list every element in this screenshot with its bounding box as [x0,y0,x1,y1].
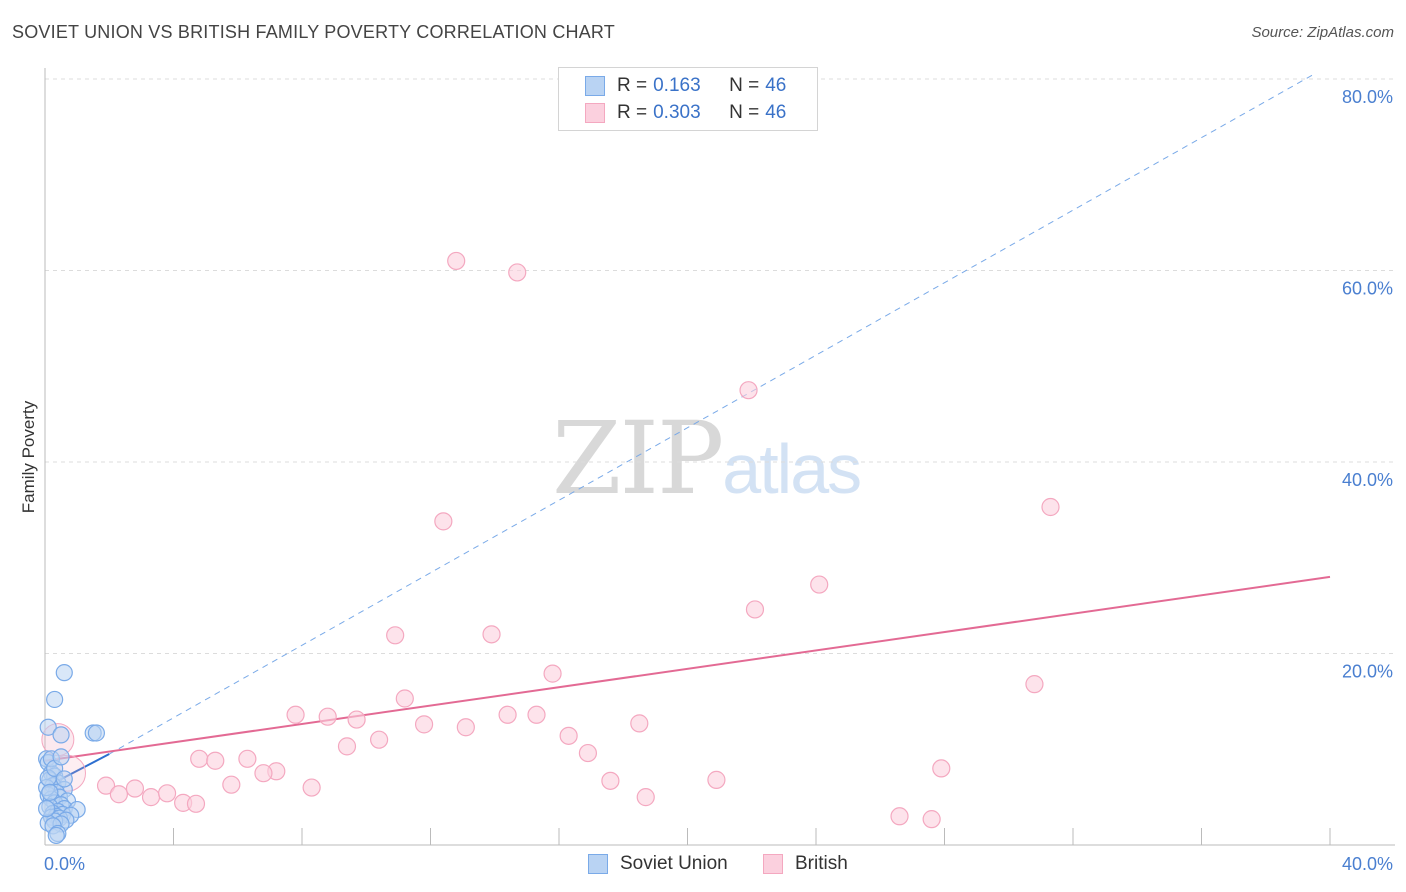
soviet-point-1 [52,726,70,744]
british-point-37 [141,788,161,807]
british-r-value: 0.303 [653,102,701,123]
trend-line-1 [109,73,1315,755]
soviet-r-value: 0.163 [653,75,701,96]
source-label: Source: ZipAtlas.com [1251,24,1394,41]
british-point-12 [286,705,305,724]
british-point-9 [543,664,562,683]
british-n-label: N = [729,102,760,123]
british-point-2 [739,381,758,400]
british-point-10 [1025,675,1044,694]
soviet-point-4 [55,664,73,682]
british-point-3 [434,512,453,531]
british-point-19 [630,714,649,733]
british-point-11 [395,689,414,708]
correlation-legend: R = 0.163 N = 46 R = 0.303 N = 46 [558,67,818,131]
british-point-28 [254,764,273,783]
legend-row-british: R = 0.303 N = 46 [585,101,786,125]
y-tick-label-2: 60.0% [1342,279,1393,299]
british-point-1 [508,263,527,282]
trend-line-2 [44,575,1331,762]
soviet-legend-label: Soviet Union [620,853,728,874]
soviet-n-label: N = [729,75,760,96]
british-point-24 [190,749,209,768]
x-tick-label-1: 40.0% [1342,854,1393,874]
soviet-point-43 [38,800,56,818]
british-point-6 [745,600,765,619]
british-point-23 [578,743,598,763]
british-point-33 [302,778,321,797]
british-point-40 [186,794,206,813]
legend-row-soviet: R = 0.163 N = 46 [585,74,786,98]
british-point-38 [157,784,177,803]
british-point-22 [559,726,578,745]
british-point-35 [109,785,128,804]
british-point-25 [206,751,225,770]
soviet-point-3 [87,724,106,742]
british-point-7 [386,626,405,645]
british-point-32 [222,775,241,794]
british-swatch [585,103,605,123]
chart-title: SOVIET UNION VS BRITISH FAMILY POVERTY C… [12,22,615,42]
british-point-4 [1041,497,1060,517]
soviet-swatch [585,76,605,96]
soviet-point-45 [52,748,70,766]
british-point-43 [922,810,941,829]
y-tick-label-3: 80.0% [1342,87,1393,107]
british-point-0 [447,251,466,271]
british-point-21 [337,737,357,756]
british-point-17 [498,705,517,724]
british-point-26 [238,749,257,768]
soviet-legend-swatch [588,854,608,874]
british-n-value: 46 [765,102,787,123]
y-tick-label-1: 40.0% [1342,470,1393,490]
soviet-point-42 [41,783,59,801]
soviet-point-0 [39,718,57,736]
soviet-r-label: R = [617,75,648,96]
british-point-14 [347,710,366,729]
british-point-20 [370,730,389,749]
y-tick-label-0: 20.0% [1342,662,1393,682]
british-legend-swatch [763,854,783,874]
soviet-point-5 [46,690,64,709]
x-tick-label-0: 0.0% [44,854,85,874]
british-r-label: R = [617,102,648,123]
british-point-30 [707,770,726,789]
british-point-5 [810,575,829,594]
british-point-29 [601,771,620,790]
british-legend-label: British [795,853,848,874]
british-point-15 [414,715,434,734]
british-point-42 [890,807,909,826]
british-point-31 [932,759,951,778]
british-point-13 [318,707,337,726]
bottom-legend-british: British [763,852,848,876]
british-point-16 [456,718,475,737]
british-point-18 [527,705,546,724]
y-axis-title: Family Poverty [19,400,38,513]
british-point-34 [96,776,116,795]
soviet-n-value: 46 [765,75,787,96]
british-point-8 [482,625,501,644]
british-point-36 [125,779,145,798]
bottom-legend-soviet: Soviet Union [588,852,728,876]
soviet-point-44 [55,770,73,788]
british-point-41 [636,788,655,807]
soviet-point-37 [47,826,65,845]
